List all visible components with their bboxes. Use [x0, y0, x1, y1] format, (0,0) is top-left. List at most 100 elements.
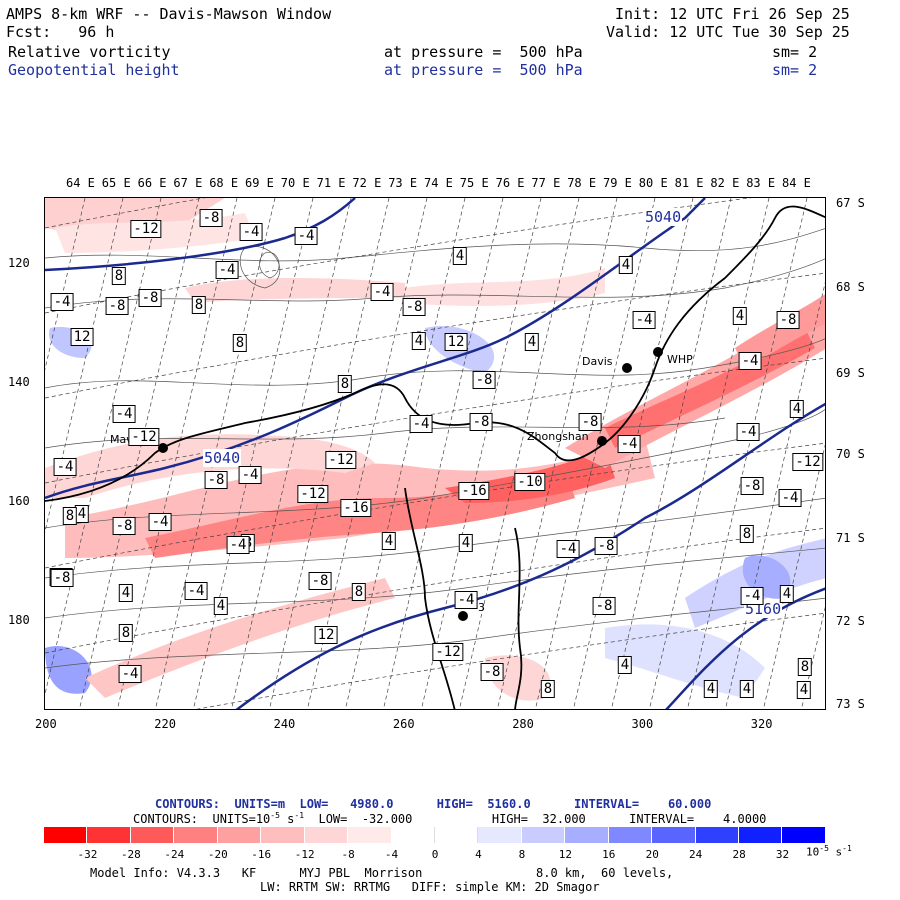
- field2-name: Geopotential height: [8, 61, 180, 79]
- vorticity-contour-label: 4: [732, 307, 748, 325]
- vorticity-contour-label: 8: [351, 583, 367, 601]
- longitude-label: 83 E: [746, 176, 776, 190]
- colorbar-cell: [739, 827, 783, 843]
- longitude-label: 66 E: [137, 176, 167, 190]
- colorbar-tick: -28: [120, 848, 141, 861]
- colorbar-tick: 8: [518, 848, 526, 861]
- whp-station-marker: [653, 347, 663, 357]
- vorticity-contour-label: 4: [796, 681, 812, 699]
- vorticity-contour-label: -4: [409, 415, 433, 433]
- vorticity-contour-label: 4: [617, 656, 633, 674]
- colorbar-cell: [565, 827, 609, 843]
- vorticity-contour-label: -12: [792, 453, 824, 471]
- height-contour-info: CONTOURS: UNITS=m LOW= 4980.0 HIGH= 5160…: [155, 797, 712, 811]
- x-axis-label: 240: [273, 717, 296, 731]
- vorticity-contour-label: 4: [739, 680, 755, 698]
- map-panel: [44, 197, 826, 710]
- x-axis-label: 260: [392, 717, 415, 731]
- station-3-marker: [458, 611, 468, 621]
- colorbar-cell: [44, 827, 88, 843]
- vorticity-contour-label: -4: [294, 227, 318, 245]
- colorbar-tick: 28: [732, 848, 746, 861]
- latitude-label: 73 S: [836, 697, 865, 711]
- vorticity-contour-label: 8: [118, 624, 134, 642]
- height-label: 5040: [203, 449, 242, 467]
- colorbar: [44, 827, 826, 843]
- height-label: 5040: [644, 208, 683, 226]
- x-axis-label: 200: [35, 717, 57, 731]
- colorbar-cell: [608, 827, 653, 843]
- valid-time: Valid: 12 UTC Tue 30 Sep 25: [606, 23, 850, 41]
- davis-station-marker: [622, 363, 632, 373]
- colorbar-tick: -20: [207, 848, 228, 861]
- colorbar-tick: 0: [431, 848, 439, 861]
- x-axis-label: 280: [512, 717, 534, 731]
- field2-level: at pressure = 500 hPa: [384, 61, 583, 79]
- grid-info: 8.0 km, 60 levels,: [536, 866, 674, 880]
- vorticity-contour-label: 4: [411, 332, 427, 350]
- vorticity-contour-label: -4: [632, 311, 656, 329]
- colorbar-tick: 24: [689, 848, 703, 861]
- vorticity-contour-label: 4: [524, 333, 540, 351]
- colorbar-tick: -12: [294, 848, 315, 861]
- colorbar-cell: [391, 827, 435, 843]
- field1-name: Relative vorticity: [8, 43, 171, 61]
- colorbar-tick: -8: [341, 848, 355, 861]
- colorbar-cell: [217, 827, 262, 843]
- x-axis-label: 220: [154, 717, 176, 731]
- vorticity-contour-label: -8: [402, 298, 426, 316]
- vorticity-contour-label: -8: [469, 413, 493, 431]
- colorbar-cell: [261, 827, 305, 843]
- vorticity-contour-label: -4: [112, 405, 136, 423]
- longitude-label: 72 E: [352, 176, 382, 190]
- davis-station-label: Davis: [582, 355, 613, 368]
- colorbar-cell: [304, 827, 349, 843]
- vorticity-contour-label: 4: [618, 256, 634, 274]
- colorbar-cell: [87, 827, 131, 843]
- whp-station-label: WHP: [667, 353, 693, 366]
- vorticity-contour-label: -12: [297, 485, 329, 503]
- vorticity-contour-label: 8: [540, 680, 556, 698]
- longitude-label: 71 E: [316, 176, 346, 190]
- longitude-label: 76 E: [495, 176, 525, 190]
- colorbar-tick: 12: [558, 848, 572, 861]
- vorticity-contour-label: -4: [118, 665, 142, 683]
- zhongshan-station-label: Zhongshan: [527, 430, 589, 443]
- longitude-label: 75 E: [459, 176, 489, 190]
- vorticity-contour-label: -12: [325, 451, 357, 469]
- colorbar-tick: 4: [475, 848, 482, 861]
- vorticity-contour-label: -4: [53, 458, 77, 476]
- vorticity-map: [45, 198, 825, 709]
- vorticity-contour-label: -8: [112, 517, 136, 535]
- vorticity-contour-label: -12: [130, 220, 162, 238]
- latitude-label: 68 S: [836, 280, 865, 294]
- zhongshan-station-marker: [597, 436, 607, 446]
- longitude-label: 80 E: [638, 176, 668, 190]
- vorticity-contour-label: 8: [111, 267, 127, 285]
- vorticity-contour-label: 12: [444, 333, 468, 351]
- longitude-label: 68 E: [209, 176, 239, 190]
- vorticity-contour-label: -4: [556, 540, 580, 558]
- vorticity-contour-label: -8: [105, 297, 129, 315]
- vorticity-contour-label: -8: [594, 537, 618, 555]
- vorticity-contour-label: -4: [617, 435, 641, 453]
- vorticity-contour-label: 4: [381, 532, 397, 550]
- vorticity-contour-label: -8: [50, 569, 74, 587]
- field2-smoothing: sm= 2: [772, 61, 818, 79]
- vorticity-contour-label: -4: [778, 489, 802, 507]
- title: AMPS 8-km WRF -- Davis-Mawson Window: [6, 5, 332, 23]
- longitude-label: 65 E: [101, 176, 131, 190]
- colorbar-tick: -32: [77, 848, 98, 861]
- vorticity-contour-label: 4: [213, 597, 229, 615]
- colorbar-tick: -24: [164, 848, 185, 861]
- vorticity-contour-label: 8: [797, 658, 813, 676]
- latitude-label: 67 S: [836, 196, 865, 210]
- longitude-label: 82 E: [710, 176, 740, 190]
- field1-smoothing: sm= 2: [772, 43, 818, 61]
- vorticity-contour-label: -8: [578, 413, 602, 431]
- vorticity-contour-label: -4: [238, 466, 262, 484]
- colorbar-cell: [478, 827, 522, 843]
- vorticity-contour-label: -4: [740, 587, 764, 605]
- y-axis-label: 160: [8, 494, 30, 508]
- x-axis-label: 300: [631, 717, 654, 731]
